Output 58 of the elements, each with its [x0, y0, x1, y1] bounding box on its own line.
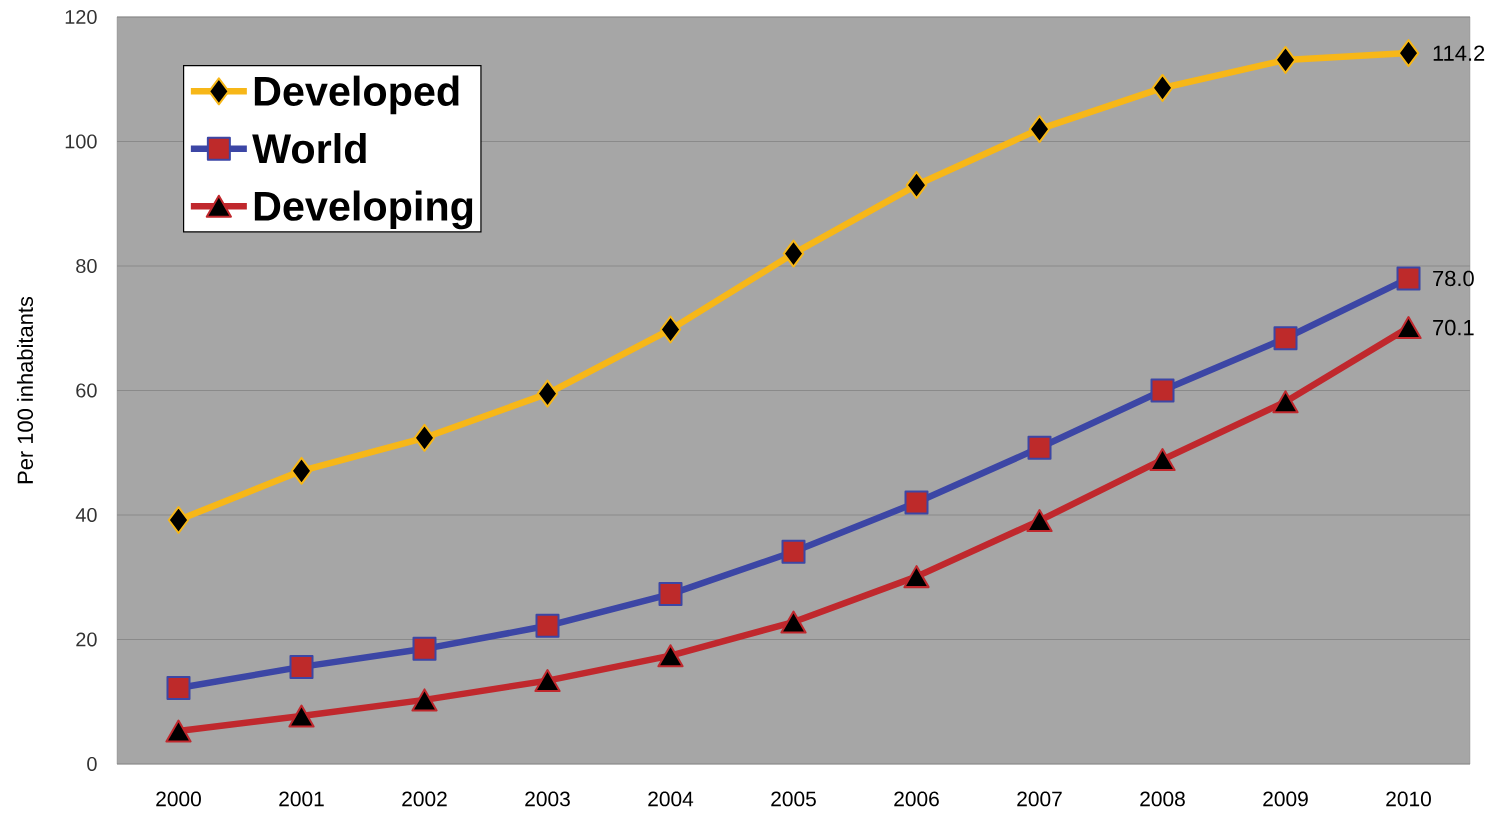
x-tick-label: 2002: [402, 791, 447, 807]
point: [534, 669, 561, 693]
point: [658, 582, 683, 607]
legend-label: Developed: [254, 75, 459, 115]
point: [1151, 73, 1174, 102]
point: [413, 423, 436, 452]
data-label: 70.1: [1433, 319, 1474, 336]
point: [657, 644, 684, 668]
point: [290, 456, 313, 485]
point: [1396, 266, 1421, 291]
point: [167, 505, 190, 534]
point: [1026, 509, 1053, 533]
y-tick-label: 40: [75, 507, 97, 523]
x-tick-label: 2005: [771, 791, 816, 807]
y-tick-label: 100: [65, 134, 97, 149]
x-tick-label: 2000: [156, 791, 201, 807]
x-tick-label: 2008: [1140, 791, 1185, 807]
x-tick-label: 2001: [279, 791, 324, 807]
x-tick-label: 2006: [894, 791, 939, 807]
point: [1395, 316, 1422, 340]
point: [1149, 448, 1176, 472]
point: [659, 315, 682, 344]
point: [1028, 115, 1051, 144]
legend-label: World: [252, 133, 366, 164]
point: [1397, 39, 1420, 68]
point: [1150, 378, 1175, 403]
point: [780, 610, 807, 634]
point: [1027, 435, 1052, 460]
x-tick-label: 2007: [1017, 791, 1062, 807]
point: [166, 676, 191, 701]
point: [904, 490, 929, 515]
point: [1273, 326, 1298, 351]
y-tick-label: 0: [87, 756, 97, 772]
point: [535, 613, 560, 638]
point: [782, 239, 805, 268]
y-tick-label: 80: [76, 258, 97, 274]
y-tick-label: 60: [76, 383, 97, 398]
x-tick-label: 2010: [1386, 791, 1431, 807]
data-label: 114.2: [1433, 45, 1485, 61]
point: [905, 171, 928, 200]
point: [781, 539, 806, 564]
x-tick-label: 2004: [648, 791, 694, 807]
data-label: 78.0: [1433, 270, 1474, 287]
point: [536, 379, 559, 408]
point: [289, 654, 314, 679]
point: [165, 719, 192, 743]
point: [903, 565, 930, 589]
point: [412, 636, 437, 661]
x-tick-label: 2009: [1263, 791, 1308, 807]
x-tick-label: 2003: [525, 791, 570, 807]
point: [288, 704, 315, 728]
y-tick-label: 120: [65, 9, 97, 25]
y-axis-title: Per 100 inhabitants: [16, 296, 34, 484]
legend-label: Developing: [254, 190, 473, 230]
point: [1274, 45, 1297, 74]
y-tick-label: 20: [76, 632, 97, 647]
point: [1272, 390, 1299, 414]
point: [411, 688, 438, 712]
